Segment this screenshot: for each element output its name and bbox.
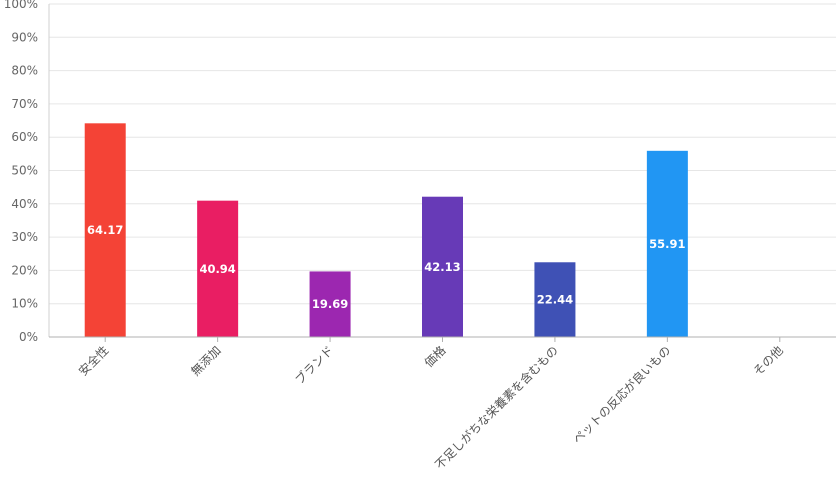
y-tick-label: 40% [11,197,38,211]
bar-value-label: 42.13 [424,260,460,274]
bar-6[interactable] [646,150,688,337]
y-tick-label: 90% [11,30,38,44]
y-tick-label: 50% [11,164,38,178]
x-category-label: 安全性 [75,343,111,379]
bar-3[interactable] [309,271,351,337]
bars [84,123,688,337]
bar-value-label: 22.44 [537,293,573,307]
bar-2[interactable] [197,200,239,337]
y-tick-label: 10% [11,297,38,311]
y-tick-label: 70% [11,97,38,111]
bar-value-label: 55.91 [649,237,685,251]
x-category-label: 価格 [421,343,449,371]
y-tick-label: 30% [11,230,38,244]
bar-1[interactable] [84,123,126,337]
x-category-label: 不足しがちな栄養素を含むもの [432,343,561,472]
x-category-label: ブランド [292,343,337,388]
y-tick-label: 100% [4,0,38,11]
x-category-label: 無添加 [188,343,224,379]
bar-value-label: 19.69 [312,297,348,311]
bar-value-label: 64.17 [87,223,123,237]
y-tick-label: 20% [11,263,38,277]
axes [48,4,836,342]
bar-5[interactable] [534,262,576,337]
y-tick-label: 60% [11,130,38,144]
bar-4[interactable] [422,196,463,337]
bar-value-label: 40.94 [199,262,235,276]
x-category-label: ペットの反応が良いもの [570,343,674,447]
x-category-label: その他 [751,343,786,378]
y-tick-label: 80% [11,64,38,78]
y-tick-label: 0% [19,330,38,344]
